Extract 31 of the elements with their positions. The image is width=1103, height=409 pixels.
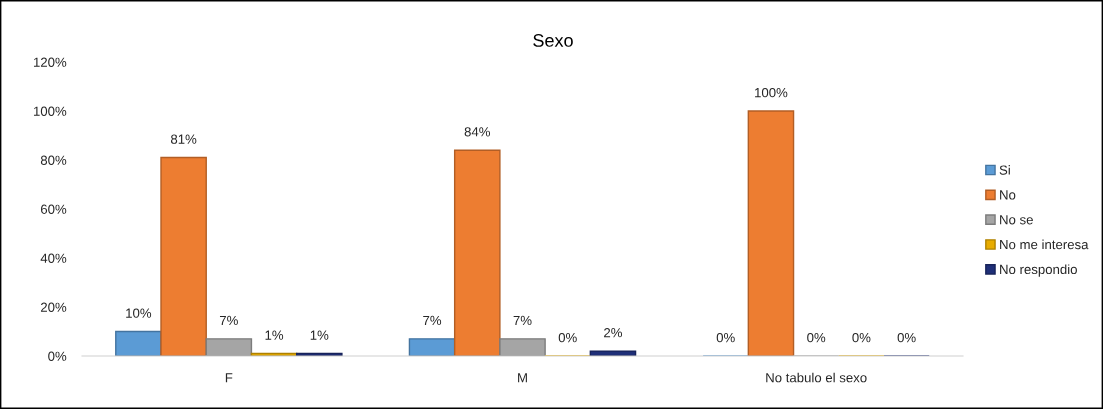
y-tick-label: 20%	[40, 302, 67, 312]
legend-label: Si	[999, 165, 1010, 175]
data-label: 100%	[755, 87, 788, 98]
legend-label: No me interesa	[1000, 239, 1089, 250]
y-tick-label: 40%	[40, 253, 67, 263]
x-tick-label: No tabulo el sexo	[766, 372, 867, 383]
y-tick-label: 0%	[48, 351, 67, 361]
legend-label: No se	[1000, 215, 1033, 225]
chart-title: Sexo	[533, 34, 573, 47]
data-label: 0%	[852, 332, 871, 343]
y-tick-label: 100%	[33, 106, 67, 116]
data-label: 7%	[423, 315, 442, 326]
legend-label: No respondio	[1000, 264, 1077, 277]
y-tick-label: 80%	[40, 155, 67, 165]
data-label: 81%	[170, 134, 197, 144]
data-label: 10%	[126, 308, 152, 318]
data-label: 7%	[513, 315, 532, 326]
legend-label: No	[1000, 190, 1016, 200]
data-label: 1%	[265, 330, 284, 340]
data-label: 7%	[219, 315, 238, 326]
x-tick-label: F	[225, 373, 233, 383]
data-label: 84%	[464, 127, 491, 137]
y-tick-label: 120%	[33, 57, 67, 67]
data-label: 2%	[604, 328, 623, 338]
data-label: 0%	[716, 332, 735, 343]
data-label: 0%	[897, 332, 916, 343]
data-label: 1%	[310, 330, 329, 340]
x-tick-label: M	[518, 373, 527, 383]
data-label: 0%	[807, 332, 826, 343]
y-tick-label: 60%	[40, 204, 67, 214]
data-label: 0%	[558, 332, 577, 343]
